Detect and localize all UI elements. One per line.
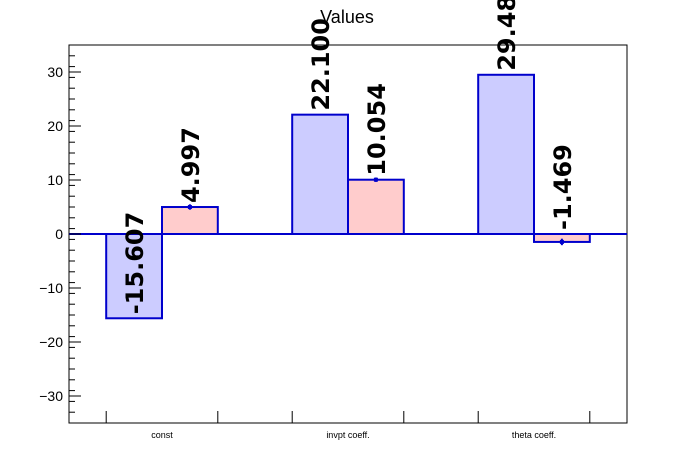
data-label: 22.100 (307, 18, 335, 111)
y-tick-label: 20 (47, 118, 63, 134)
data-label: 4.997 (177, 127, 205, 203)
bar-2-invpt-coeff- (347, 178, 405, 236)
x-tick-label: invpt coeff. (326, 430, 369, 440)
data-label: -1.469 (549, 144, 577, 230)
axes: −30 −20 −10 0 10 20 30 const invpt coeff. theta c… (39, 44, 627, 440)
bar-1-invpt-coeff- (291, 113, 350, 235)
data-labels: -15.607 22.100 29.485 4.997 10.054 -1.469 (121, 0, 577, 314)
x-tick-label: const (151, 430, 173, 440)
data-label: -15.607 (121, 212, 149, 315)
x-tick-label: theta coeff. (512, 430, 556, 440)
y-tick-label: −30 (39, 388, 63, 404)
y-tick-label: −20 (39, 334, 63, 350)
data-label: 29.485 (493, 0, 521, 71)
y-tick-label: −10 (39, 280, 63, 296)
y-tick-label: 10 (47, 172, 63, 188)
y-tick-label: 0 (55, 226, 63, 242)
error-marker (559, 239, 564, 244)
bar-1-theta-coeff- (477, 73, 536, 235)
error-marker (373, 177, 378, 182)
bar-2-const (161, 206, 219, 236)
data-label: 10.054 (363, 83, 391, 176)
error-marker (187, 205, 192, 210)
y-tick-label: 30 (47, 64, 63, 80)
chart-title: Values (320, 7, 374, 27)
